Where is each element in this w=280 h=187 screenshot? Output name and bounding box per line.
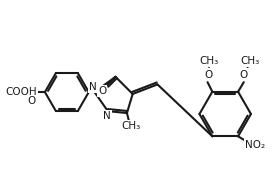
Text: N: N	[89, 82, 97, 92]
Text: O: O	[240, 70, 248, 79]
Text: NO₂: NO₂	[245, 140, 265, 150]
Text: CH₃: CH₃	[240, 56, 259, 66]
Text: O: O	[27, 96, 36, 106]
Text: N: N	[103, 111, 111, 121]
Text: COOH: COOH	[6, 87, 37, 97]
Text: CH₃: CH₃	[121, 121, 140, 131]
Text: O: O	[204, 70, 213, 79]
Text: CH₃: CH₃	[200, 56, 219, 66]
Text: O: O	[98, 86, 106, 96]
